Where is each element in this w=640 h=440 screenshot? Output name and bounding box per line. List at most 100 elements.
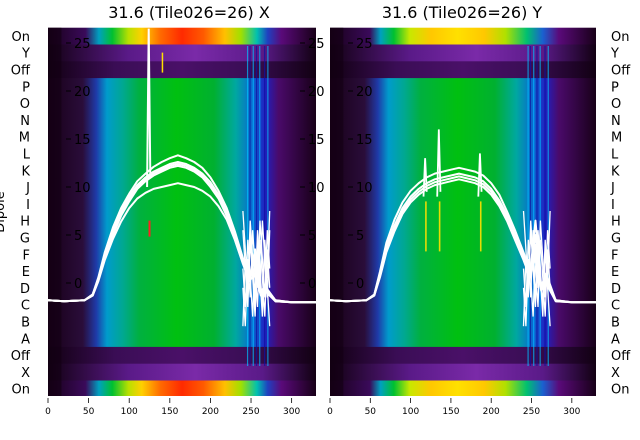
heat-row-edge-4 (48, 94, 62, 113)
overlay-tick-20: 20 (74, 85, 91, 100)
heat-row-9 (330, 178, 596, 197)
heatmap-y-stripes (425, 46, 549, 366)
heat-row-edge-16 (330, 296, 344, 314)
trace-noise-4 (242, 220, 271, 317)
heat-row-17 (330, 313, 596, 331)
x-tick-0: 0 (45, 407, 51, 417)
heat-row-edge-10 (330, 195, 344, 214)
stripe-0 (246, 46, 249, 366)
x-tick-250: 250 (242, 407, 259, 417)
stripe-0 (527, 46, 529, 366)
row-label-16: C (611, 299, 620, 314)
hot-pixel (148, 220, 151, 237)
overlay-tick-10: 10 (356, 181, 373, 196)
overlay-tick-5: 5 (308, 229, 316, 244)
heatmap-y (330, 27, 596, 396)
row-label-18: A (611, 332, 620, 347)
heat-row-0 (48, 27, 316, 46)
heat-row-edge-5 (330, 111, 344, 130)
row-label-9: J (25, 181, 30, 196)
row-label-18: A (21, 332, 30, 347)
heat-row-16 (330, 296, 596, 314)
overlay-tick-0: 0 (308, 277, 316, 292)
x-tick-50: 50 (83, 407, 95, 417)
row-label-20: X (611, 366, 620, 381)
heat-row-15 (330, 279, 596, 298)
panel-x: 31.6 (Tile026=26) X Dipole OnYOffPONMLKJ… (0, 3, 325, 417)
row-label-5: N (611, 114, 621, 129)
row-label-3: P (22, 80, 30, 95)
heat-row-edge-9 (330, 178, 344, 197)
overlay-tick-15: 15 (356, 133, 373, 148)
heat-row-edge-14 (330, 262, 344, 281)
row-label-19: Off (611, 349, 631, 364)
heat-row-18 (48, 330, 316, 348)
heat-row-7 (48, 145, 316, 163)
row-label-15: D (611, 282, 621, 297)
stripe-3 (536, 46, 538, 366)
heat-row-10 (330, 195, 596, 214)
row-label-8: K (611, 164, 620, 179)
heat-row-edge-1 (48, 44, 62, 62)
heat-row-edge-5 (48, 111, 62, 130)
row-label-9: J (610, 181, 615, 196)
heat-row-edge-16 (48, 296, 62, 314)
heat-row-10 (48, 195, 316, 214)
overlay-y-ticks-x: 0 5 10 15 20 25 (66, 37, 91, 292)
row-label-6: M (611, 131, 622, 146)
chart-title-x: 31.6 (Tile026=26) X (108, 3, 270, 22)
heat-row-edge-12 (48, 229, 62, 247)
chart-title-y: 31.6 (Tile026=26) Y (382, 3, 543, 22)
row-label-13: F (611, 248, 618, 263)
heat-row-17 (48, 313, 316, 331)
row-label-20: X (21, 366, 30, 381)
heat-row-edge-17 (330, 313, 344, 331)
heat-row-edge-2 (330, 61, 344, 79)
heat-row-21 (330, 380, 596, 396)
stripe-5 (544, 46, 546, 366)
row-label-5: N (20, 114, 30, 129)
stripe-6 (267, 46, 269, 366)
heatmap-x-stripes (148, 46, 269, 366)
heat-row-edge-21 (330, 380, 344, 396)
row-label-21: On (611, 383, 629, 398)
row-label-10: I (611, 198, 615, 213)
heat-row-edge-14 (48, 262, 62, 281)
x-tick-100: 100 (121, 407, 138, 417)
heat-row-18 (330, 330, 596, 348)
heat-row-6 (48, 128, 316, 146)
heat-row-3 (48, 78, 316, 96)
heat-row-0 (330, 27, 596, 46)
heat-row-14 (330, 262, 596, 281)
heat-row-edge-20 (48, 363, 62, 382)
heat-row-edge-11 (330, 212, 344, 230)
heat-row-edge-8 (330, 162, 344, 180)
hot-stripe-2 (479, 201, 482, 252)
row-label-8: K (21, 164, 30, 179)
heat-row-9 (48, 178, 316, 197)
x-tick-0: 0 (327, 407, 333, 417)
heat-row-14 (48, 262, 316, 281)
overlay-tick-10: 10 (308, 181, 325, 196)
heat-row-edge-18 (48, 330, 62, 348)
trace-peak-1 (436, 129, 442, 197)
heat-row-11 (48, 212, 316, 230)
panel-y: 31.6 (Tile026=26) Y OnYOffPONMLKJIHGFEDC… (327, 3, 631, 417)
heat-row-edge-15 (48, 279, 62, 298)
overlay-tick-25: 25 (74, 37, 91, 52)
hot-stripe-0 (425, 201, 427, 252)
overlay-y-ticks-y: 0 5 10 15 20 25 (348, 37, 373, 292)
row-label-15: D (20, 282, 30, 297)
x-tick-150: 150 (442, 407, 459, 417)
stripe-1 (249, 46, 251, 366)
row-label-11: H (20, 215, 30, 230)
heat-row-edge-19 (48, 346, 62, 365)
heat-row-13 (48, 246, 316, 264)
row-label-7: L (23, 148, 31, 163)
heat-row-edge-4 (330, 94, 344, 113)
overlay-y-ticks-x-right: 0 5 10 15 20 25 (300, 37, 325, 292)
row-label-10: I (26, 198, 30, 213)
